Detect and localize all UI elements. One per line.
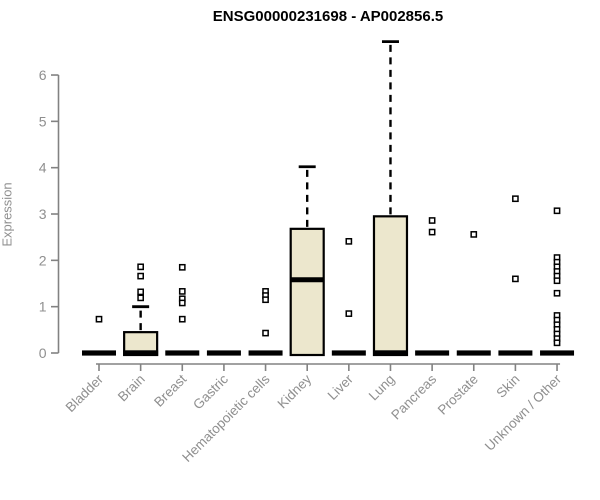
box-pancreas xyxy=(415,217,450,356)
x-category-label-bladder: Bladder xyxy=(63,371,107,415)
y-axis-title: Expression xyxy=(0,182,15,247)
box-hematopoietic-cells xyxy=(248,288,283,356)
outlier-point xyxy=(470,231,478,238)
x-category-label-lung: Lung xyxy=(366,372,398,404)
collapsed-box xyxy=(248,350,283,356)
outlier-point xyxy=(553,289,561,297)
y-axis: 0 1 2 3 4 5 6 xyxy=(39,67,60,361)
x-category-label-gastric: Gastric xyxy=(190,371,231,412)
outlier-point xyxy=(553,277,561,285)
outlier-point xyxy=(262,296,269,304)
box-kidney xyxy=(289,165,325,357)
collapsed-box xyxy=(165,350,200,356)
outlier-point xyxy=(178,263,186,271)
x-category-label-prostate: Prostate xyxy=(435,372,481,418)
y-tick-label: 4 xyxy=(39,160,47,176)
outlier-point xyxy=(137,263,144,271)
box-brain xyxy=(123,263,159,357)
x-category-label-skin: Skin xyxy=(493,372,522,401)
x-category-label-unknown-other: Unknown / Other xyxy=(482,371,565,454)
outlier-point xyxy=(137,288,144,296)
box-skin xyxy=(498,195,533,356)
y-tick-label: 0 xyxy=(39,345,47,361)
outlier-point xyxy=(553,339,561,347)
x-category-label-kidney: Kidney xyxy=(275,371,315,411)
box-breast xyxy=(165,263,200,356)
outlier-point xyxy=(512,195,519,203)
outlier-point xyxy=(345,237,353,245)
y-tick-label: 1 xyxy=(39,299,47,315)
outlier-point xyxy=(262,329,269,337)
outlier-point xyxy=(512,275,519,283)
outlier-point xyxy=(137,272,144,280)
collapsed-box xyxy=(498,350,533,356)
chart-title: ENSG00000231698 - AP002856.5 xyxy=(212,8,444,25)
box-gastric xyxy=(206,350,241,356)
outlier-point xyxy=(95,315,103,323)
box-unknown-other xyxy=(540,207,575,356)
x-category-label-breast: Breast xyxy=(151,371,189,409)
outlier-point xyxy=(553,207,561,215)
outlier-point xyxy=(137,294,144,302)
collapsed-box xyxy=(456,350,491,356)
box-body xyxy=(372,215,409,357)
x-category-label-liver: Liver xyxy=(325,371,357,403)
outlier-point xyxy=(428,228,436,236)
outlier-point xyxy=(428,217,436,224)
y-tick-label: 6 xyxy=(39,67,47,83)
collapsed-box xyxy=(540,350,575,356)
box-body xyxy=(289,227,325,357)
box-lung xyxy=(372,40,409,357)
box-prostate xyxy=(456,231,491,356)
outlier-point xyxy=(178,315,186,323)
y-tick-label: 2 xyxy=(39,252,47,268)
collapsed-box xyxy=(331,350,366,356)
median-line xyxy=(123,350,159,356)
outlier-point xyxy=(178,288,186,295)
outlier-point xyxy=(345,310,353,317)
collapsed-box xyxy=(206,350,241,356)
x-category-label-brain: Brain xyxy=(115,372,148,405)
box-bladder xyxy=(82,315,116,356)
median-line xyxy=(372,350,408,356)
y-tick-label: 5 xyxy=(39,113,47,129)
y-tick-label: 3 xyxy=(39,206,47,222)
x-category-label-pancreas: Pancreas xyxy=(388,371,439,422)
collapsed-box xyxy=(82,350,116,356)
box-liver xyxy=(331,237,366,356)
outlier-point xyxy=(178,299,186,307)
collapsed-box xyxy=(415,350,450,356)
